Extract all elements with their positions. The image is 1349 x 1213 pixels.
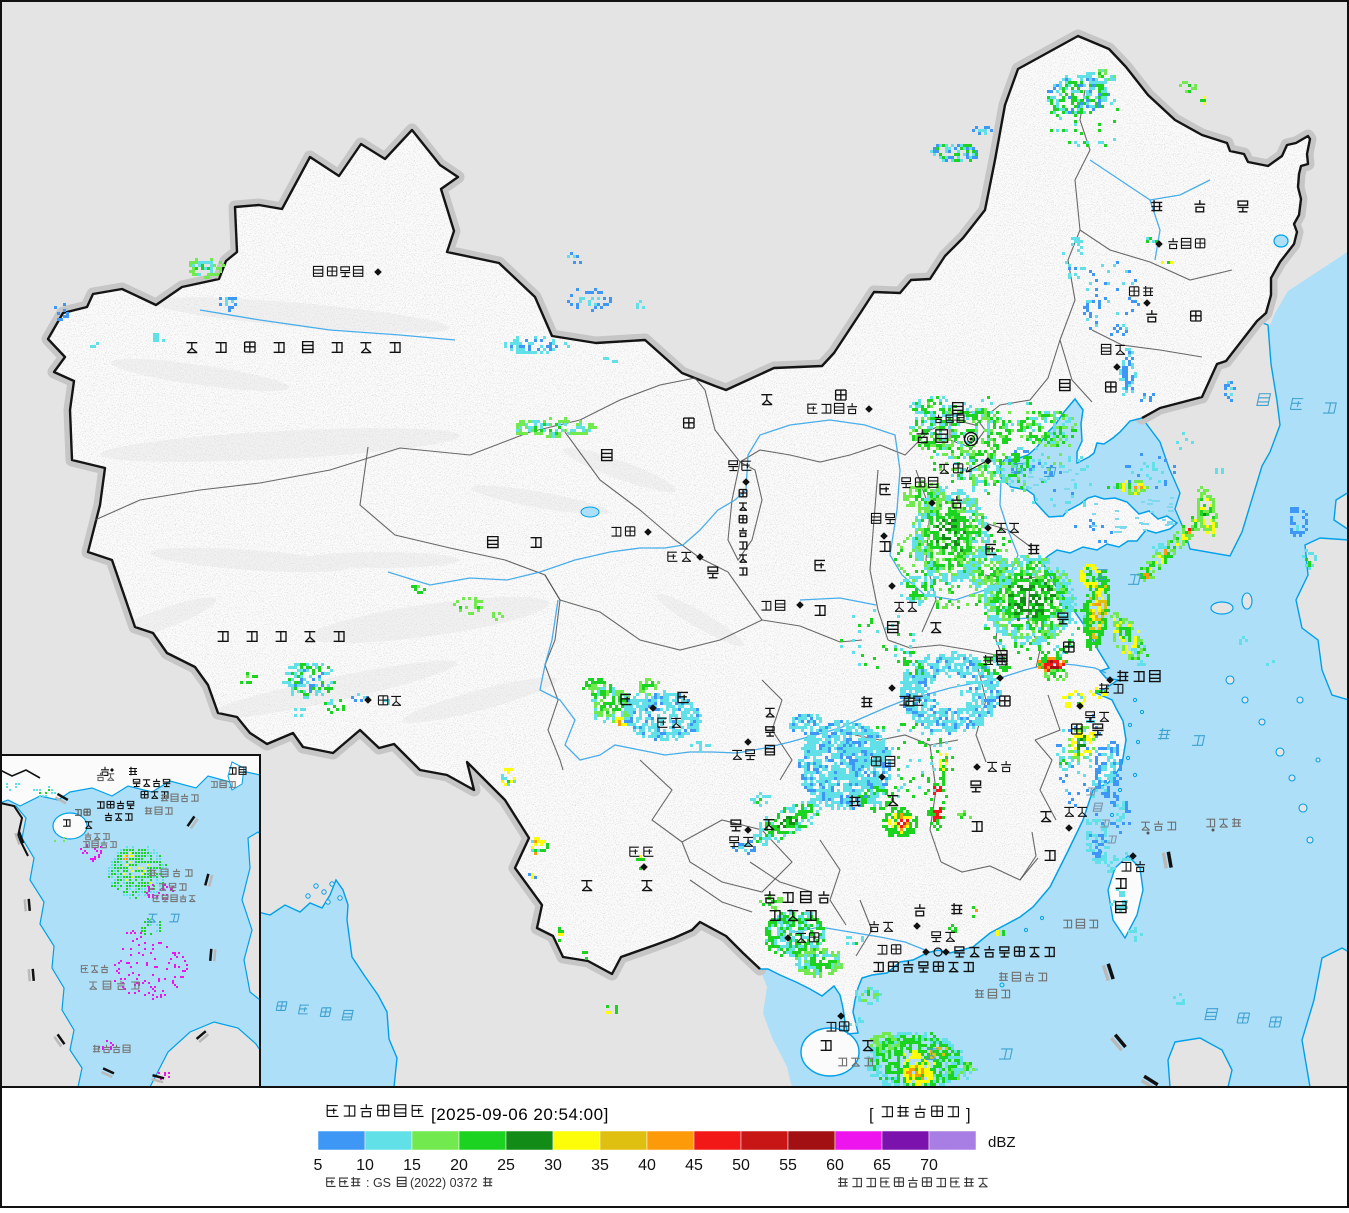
svg-text:40: 40 [638,1157,656,1174]
svg-text:[: [ [869,1106,874,1124]
svg-text:20: 20 [450,1157,468,1174]
svg-text:45: 45 [685,1157,703,1174]
svg-text:(2022) 0372: (2022) 0372 [410,1176,477,1190]
svg-text:30: 30 [544,1157,562,1174]
svg-text:15: 15 [403,1157,421,1174]
svg-text:]: ] [966,1106,971,1124]
svg-text:: GS: : GS [366,1176,391,1190]
svg-text:50: 50 [732,1157,750,1174]
svg-text:35: 35 [591,1157,609,1174]
svg-text:65: 65 [873,1157,891,1174]
svg-text:70: 70 [920,1157,938,1174]
svg-text:dBZ: dBZ [988,1134,1016,1151]
svg-text:55: 55 [779,1157,797,1174]
svg-text:25: 25 [497,1157,515,1174]
svg-text:5: 5 [314,1157,323,1174]
svg-text:[2025-09-06 20:54:00]: [2025-09-06 20:54:00] [431,1105,609,1124]
svg-text:10: 10 [356,1157,374,1174]
svg-text:60: 60 [826,1157,844,1174]
